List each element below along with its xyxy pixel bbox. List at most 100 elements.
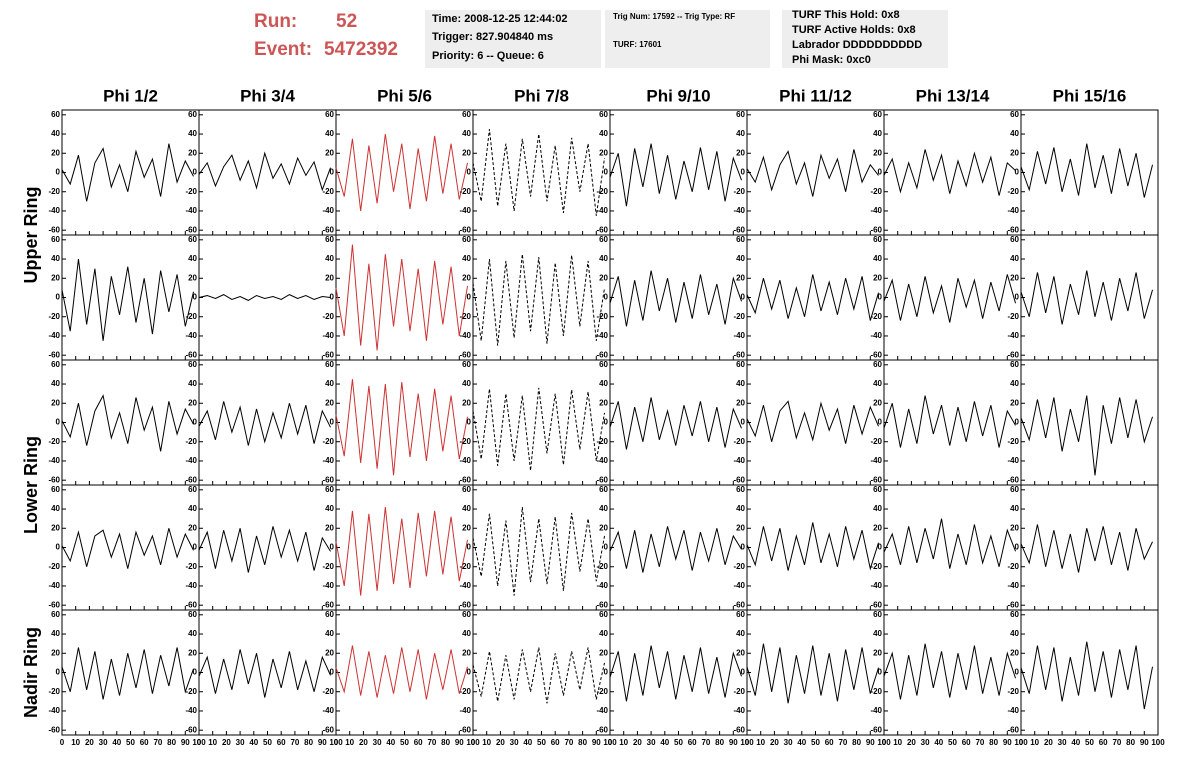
x-tick-label: 40 (934, 738, 943, 747)
waveform (746, 643, 879, 704)
y-tick-label: 0 (741, 293, 746, 302)
waveform (61, 394, 194, 452)
y-tick-label: 0 (193, 293, 198, 302)
waveform (883, 395, 1016, 448)
y-tick-label: 20 (1010, 648, 1019, 657)
waveform (1020, 270, 1154, 325)
waveform (472, 507, 606, 596)
y-tick-label: -40 (596, 331, 608, 340)
y-tick-label: -40 (322, 706, 334, 715)
x-tick-label: 20 (359, 738, 368, 747)
waveform (335, 133, 469, 212)
x-tick-label: 100 (740, 738, 754, 747)
y-tick-label: -20 (322, 187, 334, 196)
y-tick-label: -60 (48, 475, 60, 484)
y-tick-label: 0 (56, 543, 61, 552)
info: Phi Mask: 0xc0 (792, 54, 871, 66)
x-tick-label: 100 (329, 738, 343, 747)
y-tick-label: -20 (733, 437, 745, 446)
y-tick-label: 60 (188, 235, 197, 244)
y-tick-label: 60 (325, 485, 334, 494)
y-tick-label: -60 (870, 600, 882, 609)
y-tick-label: -40 (459, 581, 471, 590)
y-tick-label: 40 (51, 504, 60, 513)
y-tick-label: 20 (736, 648, 745, 657)
waveform (472, 387, 606, 471)
y-tick-label: -40 (459, 206, 471, 215)
waveform (198, 649, 331, 698)
y-tick-label: 20 (599, 648, 608, 657)
waveform (609, 645, 742, 702)
y-tick-label: 60 (873, 485, 882, 494)
y-tick-label: -20 (48, 687, 60, 696)
y-tick-label: -40 (870, 706, 882, 715)
y-tick-label: 40 (188, 254, 197, 263)
x-tick-label: 10 (482, 738, 491, 747)
y-tick-label: 60 (1010, 360, 1019, 369)
y-tick-label: -60 (322, 475, 334, 484)
y-tick-label: 60 (736, 485, 745, 494)
event: 5472392 (324, 39, 398, 60)
column-title: Phi 3/4 (240, 86, 295, 105)
y-tick-label: 20 (188, 648, 197, 657)
y-tick-label: 0 (467, 668, 472, 677)
y-tick-label: -20 (596, 187, 608, 196)
y-tick-label: -20 (459, 312, 471, 321)
ring-label: Upper Ring (21, 187, 41, 284)
y-tick-label: 40 (325, 254, 334, 263)
x-tick-label: 80 (304, 738, 313, 747)
y-tick-label: 0 (604, 418, 609, 427)
y-tick-label: 60 (599, 110, 608, 119)
y-tick-label: 20 (325, 523, 334, 532)
y-tick-label: 40 (1010, 129, 1019, 138)
info: TURF This Hold: 0x8 (792, 9, 900, 21)
run: 52 (336, 11, 357, 32)
y-tick-label: 60 (51, 610, 60, 619)
waveform (198, 526, 331, 573)
x-tick-label: 30 (784, 738, 793, 747)
y-tick-label: -40 (1007, 456, 1019, 465)
info: Labrador DDDDDDDDDD (792, 39, 922, 51)
x-tick-label: 10 (345, 738, 354, 747)
y-tick-label: 40 (188, 379, 197, 388)
column-title: Phi 13/14 (916, 86, 990, 105)
y-tick-label: 40 (51, 254, 60, 263)
y-tick-label: -40 (459, 456, 471, 465)
y-tick-label: -40 (48, 706, 60, 715)
y-tick-label: 60 (462, 610, 471, 619)
y-tick-label: -20 (1007, 312, 1019, 321)
y-tick-label: -60 (185, 225, 197, 234)
waveform (746, 522, 879, 571)
y-tick-label: 0 (1015, 168, 1020, 177)
y-tick-label: 40 (736, 504, 745, 513)
y-tick-label: 0 (330, 668, 335, 677)
x-tick-label: 10 (208, 738, 217, 747)
x-tick-label: 30 (373, 738, 382, 747)
y-tick-label: -40 (596, 206, 608, 215)
y-tick-label: -60 (185, 350, 197, 359)
y-tick-label: 60 (462, 360, 471, 369)
x-tick-label: 100 (877, 738, 891, 747)
x-tick-label: 0 (334, 738, 339, 747)
y-tick-label: 0 (467, 168, 472, 177)
x-tick-label: 70 (564, 738, 573, 747)
y-tick-label: -40 (322, 206, 334, 215)
y-tick-label: 0 (741, 668, 746, 677)
y-tick-label: 60 (873, 235, 882, 244)
y-tick-label: 60 (873, 110, 882, 119)
y-tick-label: 0 (741, 418, 746, 427)
waveform (472, 129, 606, 216)
y-tick-label: -40 (733, 206, 745, 215)
y-tick-label: 20 (1010, 148, 1019, 157)
y-tick-label: 40 (462, 129, 471, 138)
y-tick-label: -40 (596, 706, 608, 715)
y-tick-label: -40 (459, 331, 471, 340)
y-tick-label: 60 (462, 485, 471, 494)
y-tick-label: -40 (870, 581, 882, 590)
x-tick-label: 60 (825, 738, 834, 747)
y-tick-label: 0 (330, 168, 335, 177)
x-tick-label: 80 (578, 738, 587, 747)
x-tick-label: 80 (852, 738, 861, 747)
y-tick-label: -20 (322, 312, 334, 321)
y-tick-label: -40 (733, 456, 745, 465)
